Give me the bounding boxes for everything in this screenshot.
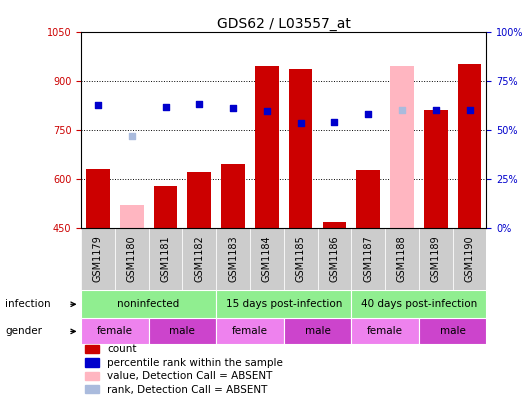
Bar (154, 185, 177, 228)
Text: female: female (232, 326, 268, 337)
Bar (385, 228, 419, 290)
Text: GSM1190: GSM1190 (464, 236, 474, 282)
Bar (85, 358, 99, 367)
Bar (250, 228, 283, 290)
Bar (216, 228, 250, 290)
Bar (458, 65, 481, 228)
Text: GSM1184: GSM1184 (262, 236, 272, 282)
Bar (323, 223, 346, 228)
Point (398, 107, 406, 113)
Bar (317, 228, 351, 290)
Text: male: male (169, 326, 195, 337)
Text: 15 days post-infection: 15 days post-infection (225, 299, 342, 309)
Bar (255, 66, 279, 228)
Point (465, 107, 474, 113)
Text: count: count (107, 345, 137, 354)
Text: GSM1181: GSM1181 (161, 236, 170, 282)
Bar (356, 170, 380, 228)
Bar (85, 385, 99, 393)
Bar (183, 228, 216, 290)
Bar (187, 172, 211, 228)
Bar (81, 290, 216, 318)
Bar (85, 345, 99, 353)
Text: percentile rank within the sample: percentile rank within the sample (107, 358, 283, 368)
Point (195, 101, 203, 107)
Bar (149, 318, 216, 345)
Text: 40 days post-infection: 40 days post-infection (361, 299, 477, 309)
Bar (216, 318, 283, 345)
Text: GSM1185: GSM1185 (295, 236, 305, 282)
Point (229, 105, 237, 111)
Text: gender: gender (5, 326, 42, 337)
Text: male: male (440, 326, 465, 337)
Point (330, 118, 338, 125)
Bar (351, 290, 486, 318)
Bar (120, 205, 143, 228)
Text: value, Detection Call = ABSENT: value, Detection Call = ABSENT (107, 371, 273, 381)
Bar (283, 228, 317, 290)
Bar (351, 228, 385, 290)
Bar (86, 169, 110, 228)
Text: GSM1187: GSM1187 (363, 236, 373, 282)
Bar (283, 318, 351, 345)
Text: GSM1183: GSM1183 (228, 236, 238, 282)
Text: female: female (97, 326, 133, 337)
Text: GSM1188: GSM1188 (397, 236, 407, 282)
Point (297, 120, 305, 126)
Bar (419, 318, 486, 345)
Point (263, 108, 271, 114)
Bar (419, 228, 452, 290)
Bar (289, 69, 312, 228)
Bar (351, 318, 419, 345)
Text: rank, Detection Call = ABSENT: rank, Detection Call = ABSENT (107, 385, 268, 395)
Title: GDS62 / L03557_at: GDS62 / L03557_at (217, 17, 350, 30)
Text: infection: infection (5, 299, 51, 309)
Point (161, 104, 169, 110)
Text: GSM1182: GSM1182 (194, 236, 204, 282)
Text: GSM1179: GSM1179 (93, 236, 103, 282)
Point (431, 107, 440, 113)
Text: female: female (367, 326, 403, 337)
Bar (81, 318, 149, 345)
Text: noninfected: noninfected (118, 299, 180, 309)
Bar (452, 228, 486, 290)
Text: male: male (304, 326, 331, 337)
Text: GSM1186: GSM1186 (329, 236, 339, 282)
Bar (424, 110, 448, 228)
Text: GSM1180: GSM1180 (127, 236, 137, 282)
Bar (149, 228, 183, 290)
Bar (221, 164, 245, 228)
Bar (115, 228, 149, 290)
Bar (390, 66, 414, 228)
Point (128, 133, 136, 139)
Text: GSM1189: GSM1189 (431, 236, 441, 282)
Bar (85, 372, 99, 380)
Bar (216, 290, 351, 318)
Point (364, 110, 372, 117)
Bar (81, 228, 115, 290)
Point (94, 102, 102, 109)
